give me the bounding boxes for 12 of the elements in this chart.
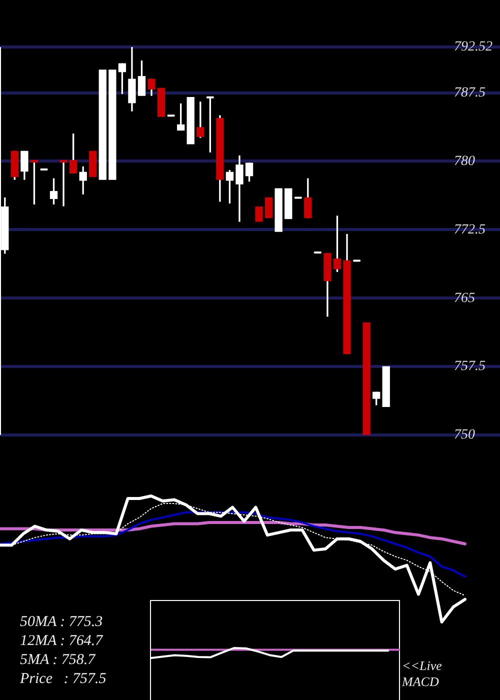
text: 12MA : 764.7	[20, 632, 104, 651]
text: 5MA : 758.7	[20, 651, 97, 670]
y-tick-label: 792.52	[454, 40, 492, 55]
y-tick-label: 765	[454, 290, 475, 306]
y-tick-label: 772.5	[454, 222, 486, 238]
y-tick-label: 757.5	[454, 359, 486, 374]
annotation: <<Live MACD	[402, 658, 443, 690]
text: Price : 757.5	[20, 670, 108, 689]
y-tick-label: 787.5	[454, 85, 486, 100]
y-tick-label: 750	[454, 428, 475, 443]
annotation: 50MA : 775.3	[20, 613, 104, 632]
y-tick-label: 780	[454, 154, 475, 169]
